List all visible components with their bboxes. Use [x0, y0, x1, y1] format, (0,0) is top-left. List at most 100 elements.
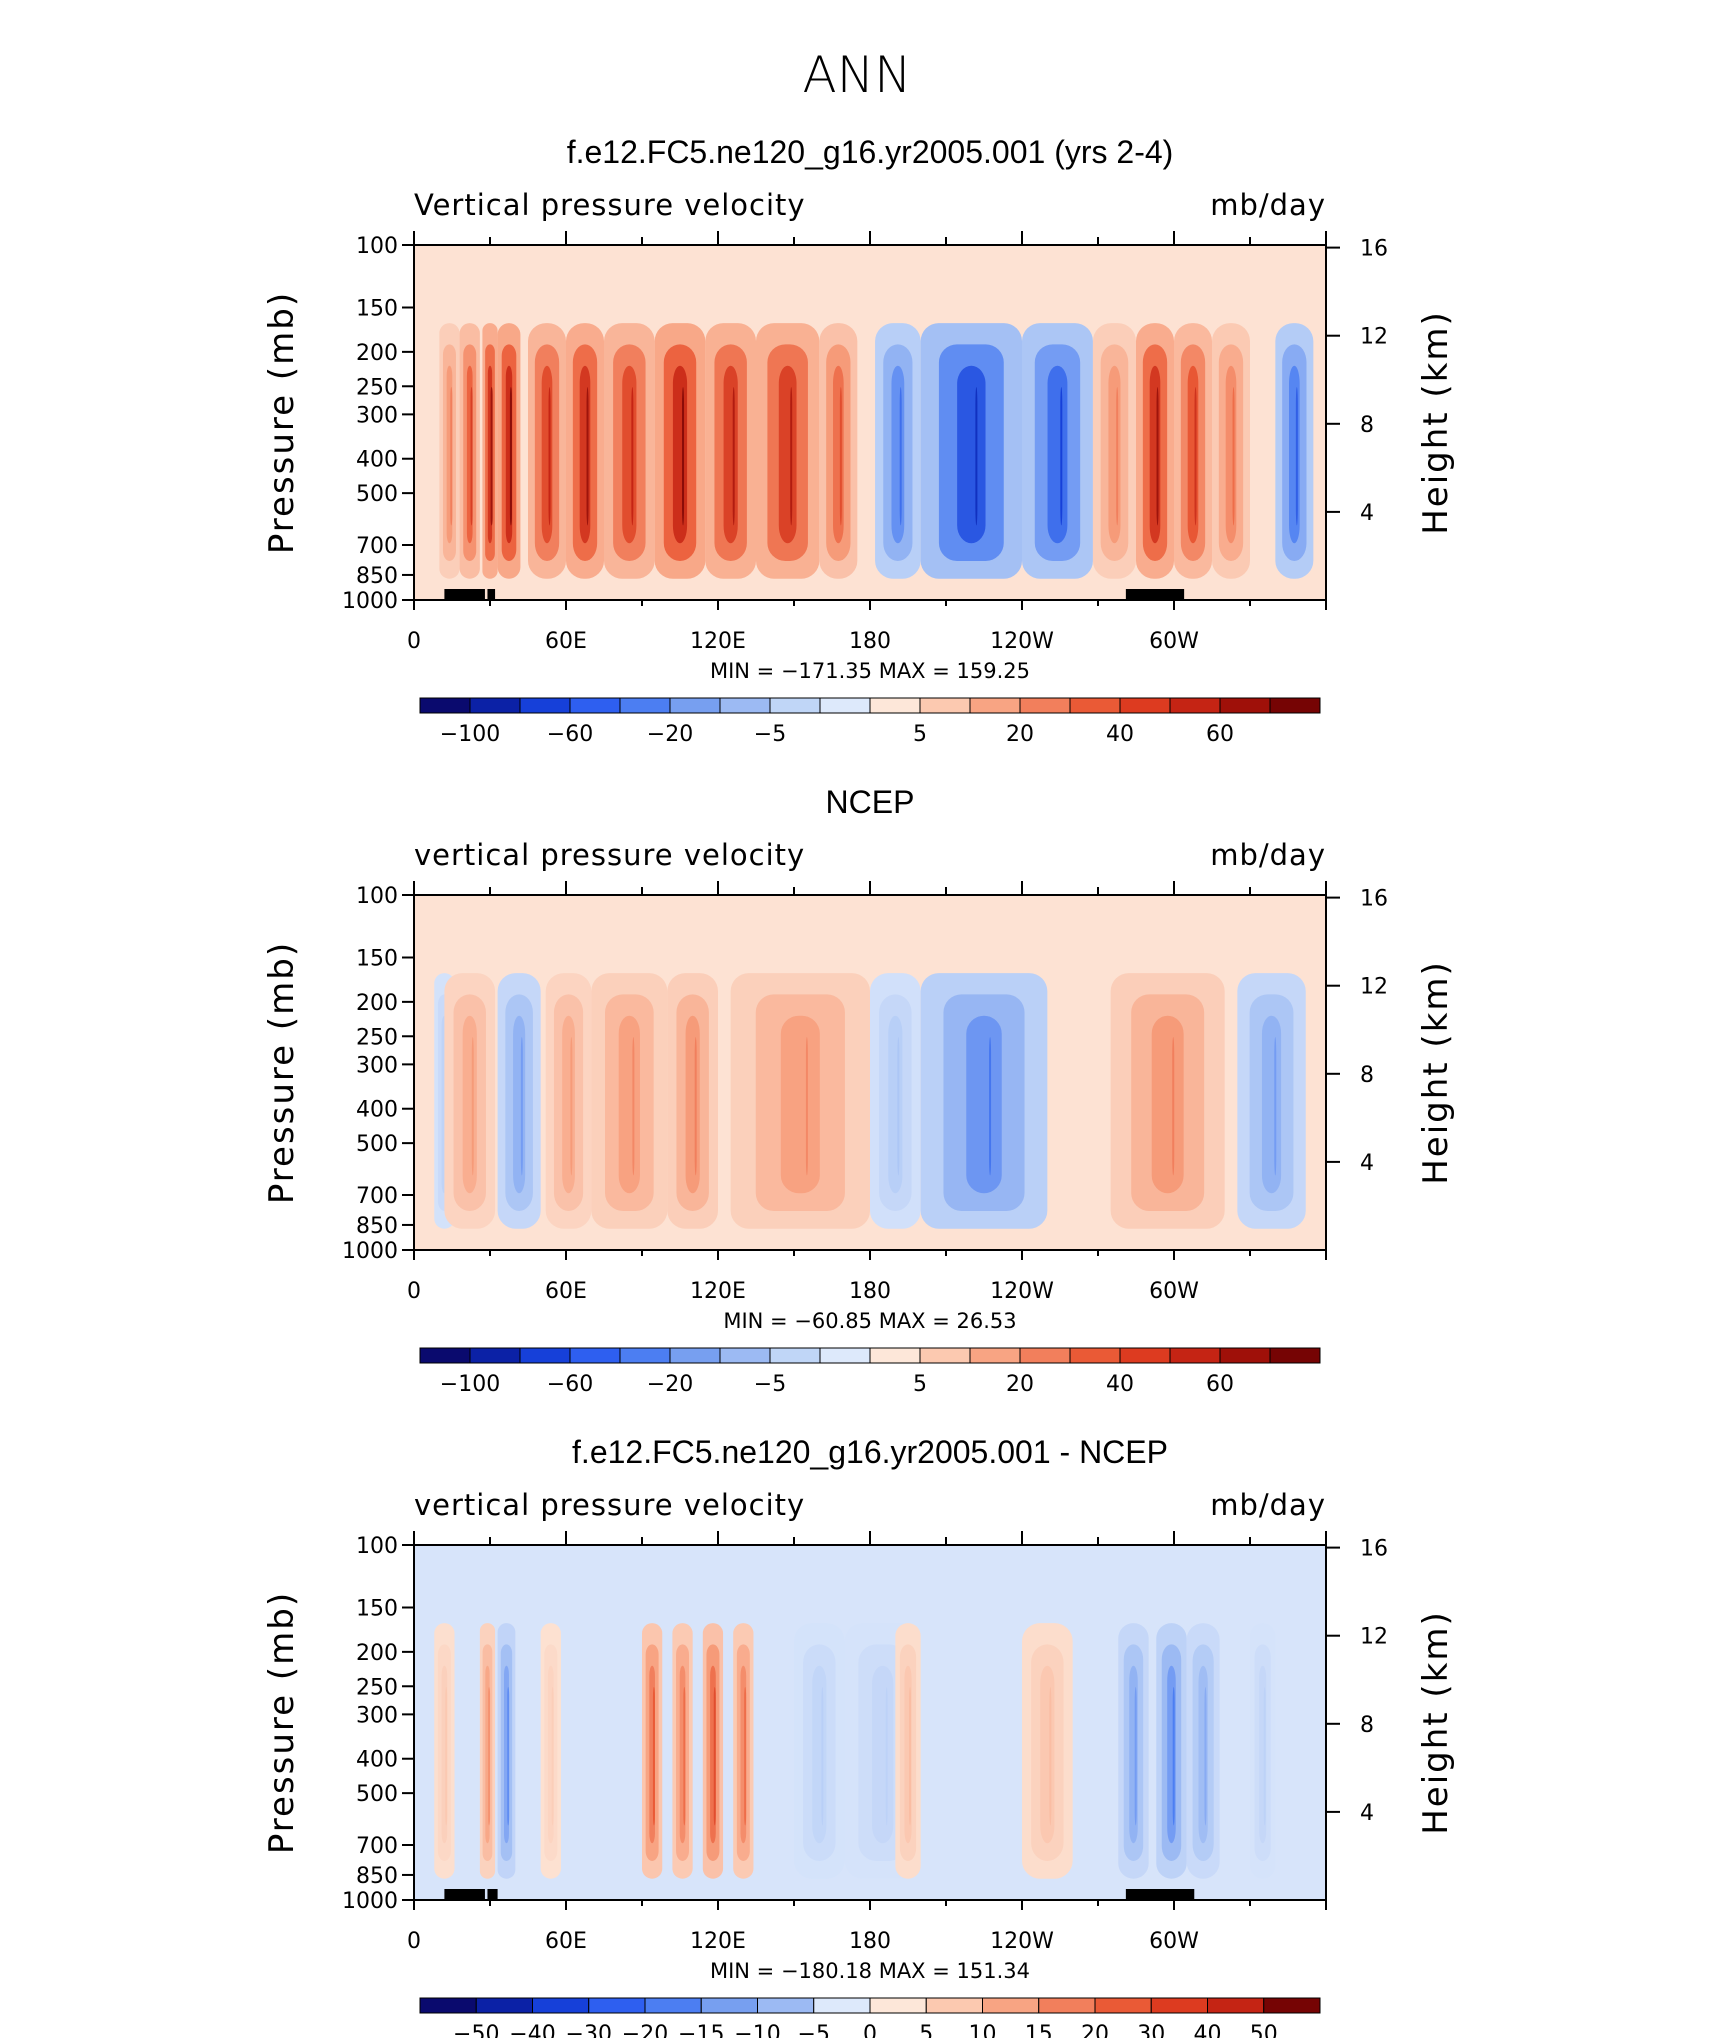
x-tick-label: 60W: [1149, 1929, 1199, 1954]
height-tick-label: 4: [1360, 501, 1374, 526]
field-cell-16-2: [1187, 365, 1199, 544]
colorbar-label: −5: [798, 2022, 830, 2038]
field-cell-17-3: [1232, 387, 1235, 526]
field-cell-5-3: [586, 387, 589, 526]
field-cell-3-3: [570, 1037, 573, 1176]
x-tick-label: 60E: [545, 629, 587, 654]
y-tick-label: 500: [356, 482, 398, 507]
colorbar: −100 −60 −20 −5 5 20 40 60: [419, 1347, 1321, 1397]
y-tick-label: 150: [356, 297, 398, 322]
colorbar-label: 60: [1206, 1372, 1234, 1397]
colorbar-box: [1263, 1997, 1321, 2014]
colorbar-box: [532, 1997, 590, 2014]
colorbar-box: [1019, 1347, 1071, 1364]
y-tick-label: 150: [356, 947, 398, 972]
colorbar-box: [869, 1347, 921, 1364]
colorbar-box: [419, 1347, 471, 1364]
field-cell-2-3: [490, 387, 493, 526]
colorbar-label: −50: [453, 2022, 499, 2038]
colorbar-box: [719, 1347, 771, 1364]
y-axis-label: Pressure (mb): [262, 941, 302, 1204]
colorbar-label: 10: [969, 2022, 997, 2038]
subtitle-right: mb/day: [1210, 838, 1326, 872]
field-cell-4-3: [652, 1687, 655, 1826]
colorbar-box: [469, 1347, 521, 1364]
field-cell-10-3: [909, 1687, 912, 1826]
height-tick-label: 8: [1360, 1713, 1374, 1738]
field-cell-1-3: [470, 387, 473, 526]
height-tick-label: 4: [1360, 1151, 1374, 1176]
colorbar-box: [469, 697, 521, 714]
colorbar-label: 5: [913, 1372, 927, 1397]
colorbar-box: [869, 697, 921, 714]
topography-0: [444, 1889, 485, 1900]
y-tick-label: 400: [356, 1748, 398, 1773]
topography-0: [444, 589, 485, 600]
colorbar-label: 20: [1081, 2022, 1109, 2038]
colorbar: −100 −60 −20 −5 5 20 40 60: [419, 697, 1321, 747]
field-cell-0-3: [450, 387, 453, 526]
x-tick-label: 0: [407, 629, 421, 654]
height-tick-label: 4: [1360, 1801, 1374, 1826]
height-axis: 4 8 12 16 Height (km): [1326, 1537, 1456, 1835]
field-cell-15-3: [1263, 1687, 1266, 1826]
main-title: ANN: [802, 46, 911, 104]
field-cell-0-3: [445, 1687, 448, 1826]
y-axis-label: Pressure (mb): [262, 291, 302, 554]
x-tick-label: 120E: [690, 1929, 746, 1954]
field-cell-7-3: [744, 1687, 747, 1826]
field-cell-1-2: [462, 1015, 477, 1194]
height-axis-label: Height (km): [1416, 310, 1456, 535]
x-tick-label: 120W: [990, 1279, 1054, 1304]
panel-title: f.e12.FC5.ne120_g16.yr2005.001 - NCEP: [572, 1434, 1168, 1470]
colorbar-box: [419, 697, 471, 714]
x-tick-label: 60E: [545, 1929, 587, 1954]
height-axis-label: Height (km): [1416, 960, 1456, 1185]
field-cell-6-3: [805, 1037, 808, 1176]
y-tick-label: 700: [356, 1834, 398, 1859]
subtitle-left: Vertical pressure velocity: [414, 188, 806, 222]
field-cell-8-3: [989, 1037, 992, 1176]
field-cell-9-2: [778, 365, 797, 544]
field-cell-14-2: [1108, 365, 1121, 544]
field-cell-17-2: [1225, 365, 1237, 544]
colorbar-box: [619, 697, 671, 714]
field-cell-18-2: [1289, 365, 1300, 544]
field-cell-14-3: [1204, 1687, 1207, 1826]
field-cell-9-3: [885, 1687, 888, 1826]
field-cell-11-2: [1040, 1665, 1055, 1844]
colorbar-label: 40: [1106, 722, 1134, 747]
colorbar-label: 5: [919, 2022, 933, 2038]
x-tick-label: 180: [849, 629, 891, 654]
panel-title: NCEP: [826, 784, 915, 820]
colorbar-box: [969, 697, 1021, 714]
field-cell-6-3: [713, 1687, 716, 1826]
field-cell-2-3: [520, 1037, 523, 1176]
field-cell-10-2: [1261, 1015, 1282, 1194]
y-tick-label: 500: [356, 1132, 398, 1157]
colorbar-label: −100: [440, 1372, 500, 1397]
colorbar-label: −5: [754, 722, 786, 747]
field-cell-8-2: [723, 365, 738, 544]
colorbar-label: 40: [1106, 1372, 1134, 1397]
y-tick-label: 250: [356, 375, 398, 400]
x-tick-label: 0: [407, 1929, 421, 1954]
colorbar-box: [569, 1347, 621, 1364]
field-cell-1-3: [471, 1037, 474, 1176]
field-cell-9-3: [790, 387, 793, 526]
colorbar-label: 60: [1206, 722, 1234, 747]
colorbar-label: 15: [1025, 2022, 1053, 2038]
colorbar-box: [569, 697, 621, 714]
colorbar-box: [1069, 1347, 1121, 1364]
field-cell-10-3: [839, 387, 842, 526]
y-axis-label: Pressure (mb): [262, 1591, 302, 1854]
field-cell-13-3: [1060, 387, 1063, 526]
colorbar-box: [700, 1997, 758, 2014]
colorbar-box: [1150, 1997, 1208, 2014]
x-tick-label: 180: [849, 1279, 891, 1304]
y-tick-label: 700: [356, 534, 398, 559]
height-tick-label: 12: [1360, 325, 1388, 350]
field-cell-3-3: [509, 387, 512, 526]
